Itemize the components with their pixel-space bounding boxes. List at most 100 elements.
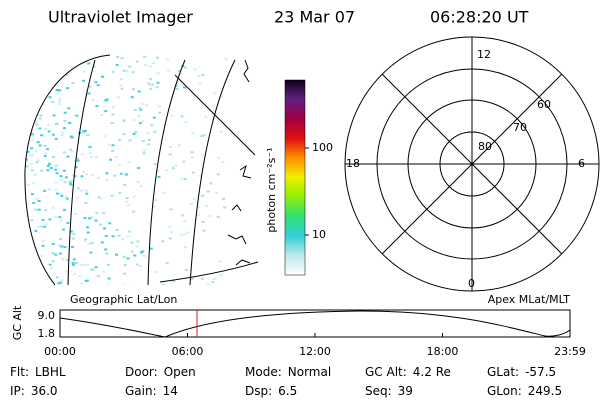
speckle xyxy=(57,103,61,106)
speckle xyxy=(97,176,101,179)
speckle xyxy=(111,235,115,238)
speckle xyxy=(141,140,145,143)
speckle xyxy=(135,263,139,266)
speckle xyxy=(30,154,34,157)
speckle xyxy=(216,173,220,176)
speckle xyxy=(65,73,69,76)
speckle xyxy=(40,134,44,137)
colorbar-label: photon cm⁻²s⁻¹ xyxy=(265,147,278,232)
speckle xyxy=(31,182,35,185)
speckle xyxy=(31,84,35,87)
speckle xyxy=(201,221,205,224)
speckle xyxy=(183,233,187,236)
speckle xyxy=(82,70,86,73)
speckle xyxy=(70,180,74,183)
speckle xyxy=(35,55,39,58)
speckle xyxy=(59,192,63,195)
speckle xyxy=(66,87,70,90)
speckle xyxy=(218,260,222,263)
speckle xyxy=(51,206,55,209)
speckle xyxy=(121,237,125,240)
altitude-xtick: 12:00 xyxy=(299,345,331,358)
speckle xyxy=(204,115,208,118)
speckle xyxy=(78,274,82,277)
speckle xyxy=(114,253,118,256)
speckle xyxy=(30,193,34,196)
speckle xyxy=(30,147,34,150)
speckle xyxy=(184,269,188,272)
speckle xyxy=(44,128,48,131)
speckle xyxy=(179,233,183,236)
speckle xyxy=(199,174,203,177)
speckle xyxy=(107,277,111,280)
speckle xyxy=(84,173,88,176)
speckle xyxy=(42,92,46,95)
speckle xyxy=(55,62,59,65)
date: 23 Mar 07 xyxy=(274,8,355,27)
speckle xyxy=(132,210,136,213)
speckle xyxy=(219,130,223,133)
speckle xyxy=(222,197,226,200)
speckle xyxy=(88,145,92,148)
speckle xyxy=(183,66,187,69)
speckle xyxy=(130,96,134,99)
speckle xyxy=(115,64,119,67)
speckle xyxy=(147,138,151,141)
right-panel-label: Apex MLat/MLT xyxy=(488,293,571,306)
speckle xyxy=(54,253,58,256)
speckle xyxy=(67,107,71,110)
speckle xyxy=(34,269,38,272)
speckle xyxy=(29,89,33,92)
speckle xyxy=(38,144,42,147)
speckle xyxy=(37,225,41,228)
speckle xyxy=(208,214,212,217)
speckle xyxy=(60,194,64,197)
speckle xyxy=(111,106,115,109)
speckle xyxy=(56,74,60,77)
speckle xyxy=(61,228,65,231)
time: 06:28:20 UT xyxy=(430,8,529,27)
speckle xyxy=(80,189,84,192)
speckle xyxy=(100,241,104,244)
speckle xyxy=(130,284,134,285)
speckle xyxy=(63,111,67,114)
speckle xyxy=(30,169,34,172)
speckle xyxy=(103,135,107,138)
speckle xyxy=(95,105,99,108)
speckle xyxy=(35,197,39,200)
info-label: GC Alt: xyxy=(365,365,407,379)
speckle xyxy=(224,58,228,61)
speckle xyxy=(182,160,186,163)
speckle xyxy=(34,229,38,232)
speckle xyxy=(54,137,58,140)
speckle xyxy=(184,246,188,249)
speckle xyxy=(25,280,29,283)
speckle xyxy=(70,246,74,249)
info-label: Seq: xyxy=(365,384,392,398)
speckle xyxy=(136,240,140,243)
speckle xyxy=(128,230,132,233)
speckle xyxy=(68,121,72,124)
speckle xyxy=(38,282,42,285)
speckle xyxy=(119,84,123,87)
speckle xyxy=(28,56,32,59)
altitude-ylabel: GC Alt xyxy=(11,305,24,340)
speckle xyxy=(30,97,34,100)
speckle xyxy=(104,110,108,113)
speckle xyxy=(75,261,79,264)
speckle xyxy=(214,191,218,194)
speckle xyxy=(74,166,78,169)
speckle xyxy=(48,263,52,266)
speckle xyxy=(33,83,37,86)
speckle xyxy=(60,134,64,137)
speckle xyxy=(66,259,70,262)
speckle xyxy=(157,175,161,178)
speckle xyxy=(102,212,106,215)
speckle xyxy=(36,101,40,104)
speckle xyxy=(154,199,158,202)
speckle xyxy=(36,114,40,117)
speckle xyxy=(190,156,194,159)
speckle xyxy=(181,214,185,217)
speckle xyxy=(163,130,167,133)
speckle xyxy=(89,155,93,158)
